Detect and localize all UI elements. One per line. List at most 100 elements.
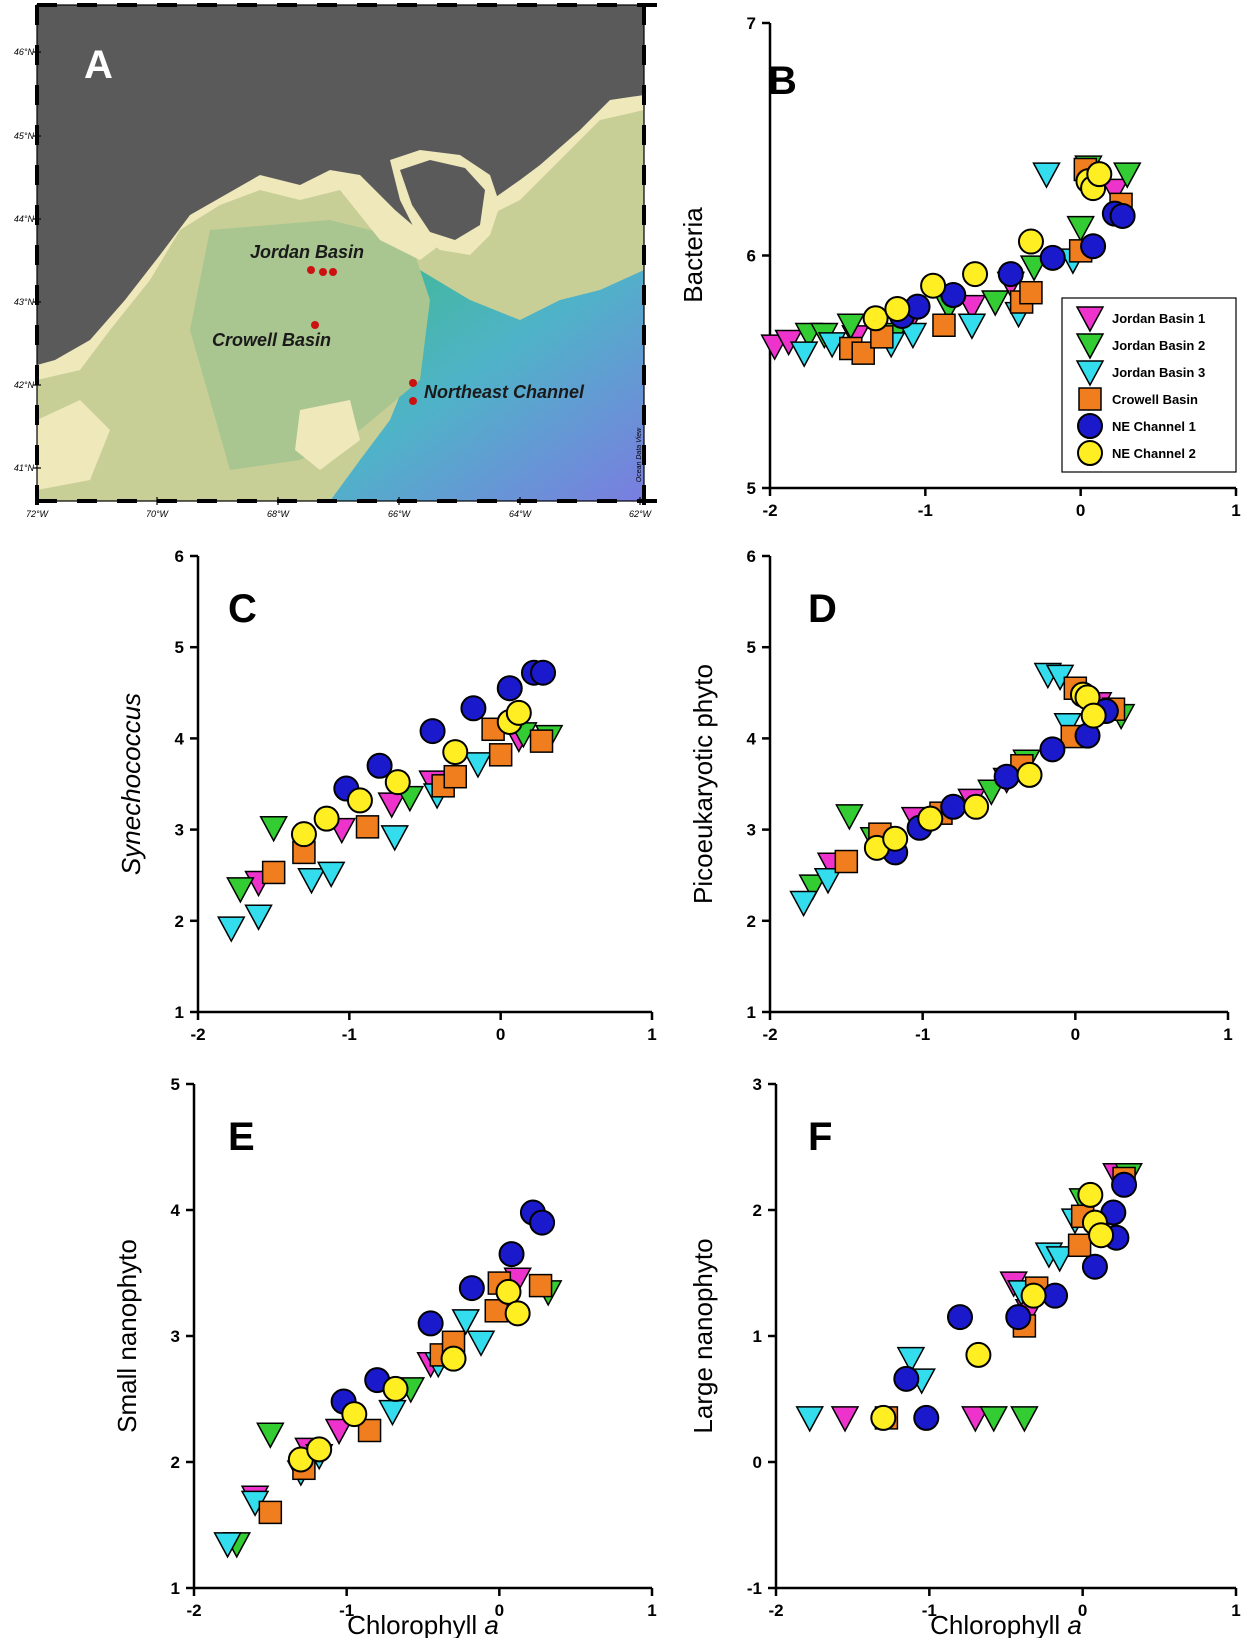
map-lon-tick-label: 64°W: [509, 509, 533, 519]
chart-panel-e: -2 -1 0 1 1 2 3 4 5 E Small nanophyto Chlorophyll a: [112, 1075, 657, 1638]
series-crowell-basin: [874, 1166, 1136, 1430]
x-tick-label: -2: [190, 1025, 205, 1044]
legend-label: NE Channel 2: [1112, 446, 1196, 461]
x-tick-label: -1: [918, 501, 933, 520]
data-point: [504, 1300, 531, 1327]
y-tick-label: 7: [747, 14, 756, 33]
data-point: [341, 1401, 368, 1428]
charts: -2 -1 0 1 5 6 7 B Bacteria -2 -1 0 1 1 2 3 4 5 6 C Synechoco…: [112, 14, 1241, 1638]
data-point: [1088, 1222, 1115, 1249]
legend-marker: [1078, 387, 1102, 411]
x-tick-label: 1: [1231, 501, 1240, 520]
data-point: [1100, 178, 1130, 205]
data-point: [528, 1273, 553, 1298]
data-point: [1039, 736, 1066, 763]
panel-letter-b: B: [768, 59, 797, 103]
data-point: [1017, 228, 1044, 255]
data-point: [817, 332, 847, 359]
panel-letter-c: C: [228, 587, 257, 631]
y-tick-label: 5: [747, 479, 756, 498]
data-point: [834, 849, 859, 874]
y-tick-label: 3: [175, 821, 184, 840]
data-point: [1045, 1246, 1074, 1273]
y-tick-label: 6: [747, 547, 756, 566]
series-ne-channel-2: [870, 1181, 1115, 1431]
data-point: [993, 763, 1020, 790]
series-ne-channel-2: [287, 1278, 531, 1473]
y-tick-label: 1: [171, 1579, 180, 1598]
map-gulf-basin: [190, 220, 430, 470]
map-shoal-1: [37, 400, 110, 490]
y-tick-label: 4: [747, 729, 757, 748]
data-point: [290, 821, 317, 848]
y-tick-label: 2: [747, 912, 756, 931]
data-point: [1019, 280, 1043, 305]
y-tick-label: 5: [171, 1075, 180, 1094]
legend-item-ne-channel-1: NE Channel 1: [1077, 413, 1196, 439]
data-point: [980, 290, 1010, 317]
data-point: [1039, 244, 1066, 271]
series-ne-channel-1: [882, 698, 1119, 866]
map-lat-tick-label: 41°N: [14, 463, 35, 473]
legend-item-jordan-basin-3: Jordan Basin 3: [1075, 360, 1205, 387]
data-point: [316, 861, 346, 888]
data-point: [1109, 202, 1136, 229]
x-tick-label: -1: [339, 1601, 354, 1620]
data-point: [380, 825, 409, 852]
site-jordan-2: [319, 268, 327, 276]
series-ne-channel-2: [863, 681, 1107, 861]
data-point: [496, 675, 523, 702]
data-point: [862, 305, 889, 332]
data-point: [835, 804, 864, 831]
map-lat-tick-label: 46°N: [14, 47, 35, 57]
data-point: [957, 294, 987, 322]
data-point: [261, 860, 286, 885]
map-lon-tick-label: 66°W: [388, 509, 412, 519]
data-point: [1016, 761, 1043, 788]
x-axis-label-italic: a: [484, 1610, 498, 1638]
data-point: [830, 1406, 860, 1433]
series-ne-channel-1: [333, 659, 557, 802]
data-point: [893, 1365, 920, 1392]
x-tick-label: -2: [762, 1025, 777, 1044]
data-point: [1067, 1233, 1092, 1258]
y-tick-label: 1: [175, 1003, 184, 1022]
y-tick-label: 5: [175, 638, 184, 657]
data-point: [366, 752, 393, 779]
legend-label: Jordan Basin 3: [1112, 365, 1205, 380]
panel-letter-f: F: [808, 1115, 832, 1159]
data-point: [440, 1345, 467, 1372]
map-lon-tick-label: 70°W: [146, 509, 170, 519]
x-tick-label: 0: [1078, 1601, 1087, 1620]
legend-item-ne-channel-2: NE Channel 2: [1077, 440, 1196, 466]
legend-marker: [1077, 413, 1103, 439]
data-point: [529, 1209, 556, 1236]
y-tick-label: 4: [171, 1201, 181, 1220]
data-point: [346, 787, 373, 814]
map-credit: Ocean Data View: [636, 427, 643, 482]
map-label-crowell-basin: Crowell Basin: [212, 330, 331, 350]
panel-letter-d: D: [808, 587, 837, 631]
data-point: [1032, 162, 1061, 189]
y-tick-label: 3: [747, 821, 756, 840]
x-tick-label: -1: [342, 1025, 357, 1044]
data-point: [306, 1436, 333, 1463]
data-point: [530, 659, 557, 686]
data-point: [1080, 702, 1107, 729]
data-point: [789, 341, 819, 368]
data-point: [458, 1275, 485, 1302]
map-lat-tick-label: 42°N: [14, 380, 35, 390]
data-point: [979, 1406, 1008, 1433]
x-tick-label: 1: [647, 1601, 656, 1620]
data-point: [258, 1500, 283, 1525]
data-point: [217, 916, 246, 943]
data-point: [244, 904, 273, 931]
map-lat-tick-label: 44°N: [14, 214, 35, 224]
series-jordan-basin-3: [789, 662, 1082, 918]
map-label-northeast-channel: Northeast Channel: [424, 382, 585, 402]
y-tick-label: -1: [747, 1579, 762, 1598]
y-tick-label: 5: [747, 638, 756, 657]
legend-label: Crowell Basin: [1112, 392, 1198, 407]
data-point: [957, 313, 987, 340]
